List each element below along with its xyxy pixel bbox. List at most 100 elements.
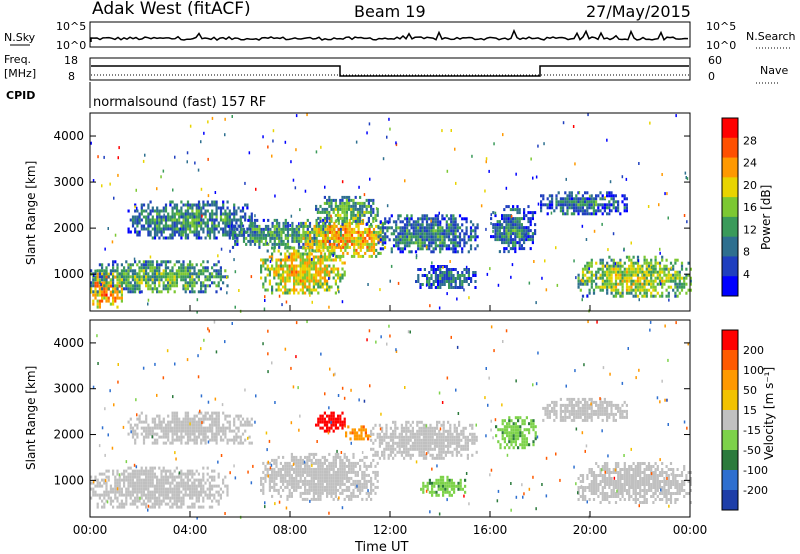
heatmap-cell-1-2 — [312, 497, 315, 501]
heatmap-cell-1-0 — [178, 493, 181, 497]
heatmap-cell-0-11 — [672, 288, 675, 292]
heatmap-cell-1-2 — [332, 485, 335, 489]
heatmap-cell-0-6 — [367, 201, 370, 205]
heatmap-cell-1-0 — [182, 487, 185, 491]
scatter-cell-0 — [105, 269, 107, 273]
heatmap-cell-1-0 — [191, 475, 194, 479]
scatter-cell-0 — [332, 254, 334, 257]
heatmap-cell-0-8 — [448, 286, 451, 289]
heatmap-cell-1-1 — [167, 429, 170, 433]
heatmap-cell-0-7 — [461, 217, 464, 221]
heatmap-cell-0-5 — [315, 242, 318, 246]
heatmap-cell-0-4 — [308, 264, 311, 268]
heatmap-cell-0-3 — [322, 224, 325, 228]
heatmap-cell-0-7 — [432, 232, 435, 236]
heatmap-cell-0-11 — [672, 273, 675, 277]
heatmap-cell-0-7 — [401, 229, 404, 233]
heatmap-cell-1-0 — [151, 475, 154, 479]
heatmap-cell-1-0 — [123, 484, 126, 488]
heatmap-cell-0-11 — [639, 285, 642, 289]
heatmap-cell-0-4 — [312, 288, 315, 292]
heatmap-cell-0-1 — [103, 278, 106, 282]
heatmap-cell-0-5 — [337, 242, 340, 246]
heatmap-cell-0-10 — [566, 212, 569, 216]
heatmap-cell-0-4 — [315, 261, 318, 265]
heatmap-cell-0-11 — [621, 288, 624, 292]
heatmap-cell-0-5 — [309, 245, 312, 249]
heatmap-cell-0-1 — [219, 278, 222, 282]
heatmap-cell-0-3 — [302, 221, 305, 225]
heatmap-cell-1-2 — [332, 467, 335, 471]
heatmap-cell-0-6 — [345, 195, 348, 199]
heatmap-cell-1-2 — [334, 473, 337, 477]
heatmap-cell-0-5 — [383, 221, 387, 225]
heatmap-cell-1-1 — [237, 414, 240, 418]
heatmap-cell-1-0 — [184, 487, 187, 491]
heatmap-cell-0-8 — [474, 286, 477, 289]
heatmap-cell-1-2 — [306, 491, 309, 495]
heatmap-cell-1-2 — [260, 476, 263, 480]
heatmap-cell-0-9 — [512, 226, 515, 230]
heatmap-cell-0-10 — [614, 194, 617, 198]
heatmap-cell-0-4 — [279, 267, 282, 271]
heatmap-cell-0-7 — [408, 223, 411, 227]
heatmap-cell-0-2 — [184, 212, 187, 216]
heatmap-cell-0-1 — [153, 278, 156, 282]
heatmap-cell-0-8 — [472, 271, 475, 274]
heatmap-cell-1-2 — [326, 494, 329, 498]
heatmap-cell-0-9 — [512, 229, 515, 233]
heatmap-cell-0-11 — [610, 276, 613, 280]
heatmap-cell-0-0 — [98, 290, 101, 294]
heatmap-cell-1-1 — [200, 426, 203, 430]
heatmap-cell-0-3 — [253, 230, 257, 234]
heatmap-cell-0-11 — [656, 282, 659, 286]
scatter-cell-0 — [324, 185, 326, 189]
heatmap-cell-1-2 — [293, 482, 296, 486]
heatmap-cell-0-4 — [323, 255, 326, 259]
heatmap-cell-0-9 — [503, 217, 506, 221]
heatmap-cell-0-5 — [361, 230, 365, 234]
heatmap-cell-0-6 — [323, 195, 326, 199]
heatmap-cell-0-8 — [423, 274, 426, 277]
heatmap-cell-0-0 — [94, 281, 97, 285]
heatmap-cell-0-7 — [410, 250, 413, 254]
heatmap-cell-1-1 — [206, 429, 209, 433]
heatmap-cell-1-0 — [129, 484, 132, 488]
heatmap-cell-1-1 — [211, 426, 214, 430]
heatmap-cell-1-0 — [145, 475, 148, 479]
heatmap-cell-0-11 — [619, 291, 622, 295]
heatmap-cell-0-3 — [267, 224, 270, 228]
heatmap-cell-1-1 — [160, 420, 163, 424]
heatmap-cell-1-0 — [160, 478, 163, 482]
heatmap-cell-0-2 — [162, 218, 165, 222]
heatmap-cell-0-11 — [590, 270, 593, 274]
heatmap-cell-0-2 — [202, 203, 205, 207]
heatmap-cell-1-2 — [332, 488, 335, 492]
heatmap-cell-0-2 — [246, 203, 249, 207]
heatmap-cell-0-11 — [656, 276, 659, 280]
heatmap-cell-0-11 — [654, 288, 657, 292]
heatmap-cell-1-0 — [125, 469, 128, 473]
heatmap-cell-0-6 — [374, 216, 377, 220]
heatmap-cell-1-1 — [171, 414, 174, 418]
heatmap-cell-1-2 — [284, 467, 287, 471]
heatmap-cell-0-0 — [96, 284, 99, 288]
heatmap-cell-1-2 — [345, 455, 348, 459]
heatmap-cell-0-2 — [211, 203, 214, 207]
heatmap-cell-0-1 — [156, 275, 159, 279]
heatmap-cell-0-8 — [459, 277, 462, 280]
heatmap-cell-1-1 — [211, 429, 214, 433]
heatmap-cell-0-2 — [180, 215, 183, 219]
heatmap-cell-0-7 — [456, 241, 459, 245]
heatmap-cell-0-10 — [562, 209, 565, 213]
scatter-cell-0 — [315, 150, 318, 154]
heatmap-cell-0-1 — [94, 278, 97, 282]
heatmap-cell-0-1 — [162, 281, 165, 285]
heatmap-cell-0-5 — [344, 248, 347, 252]
heatmap-cell-0-8 — [463, 268, 466, 271]
heatmap-cell-0-4 — [297, 291, 300, 295]
heatmap-cell-0-8 — [450, 277, 453, 280]
heatmap-cell-1-2 — [334, 482, 337, 486]
heatmap-cell-0-3 — [267, 233, 270, 237]
heatmap-cell-0-2 — [134, 215, 137, 219]
